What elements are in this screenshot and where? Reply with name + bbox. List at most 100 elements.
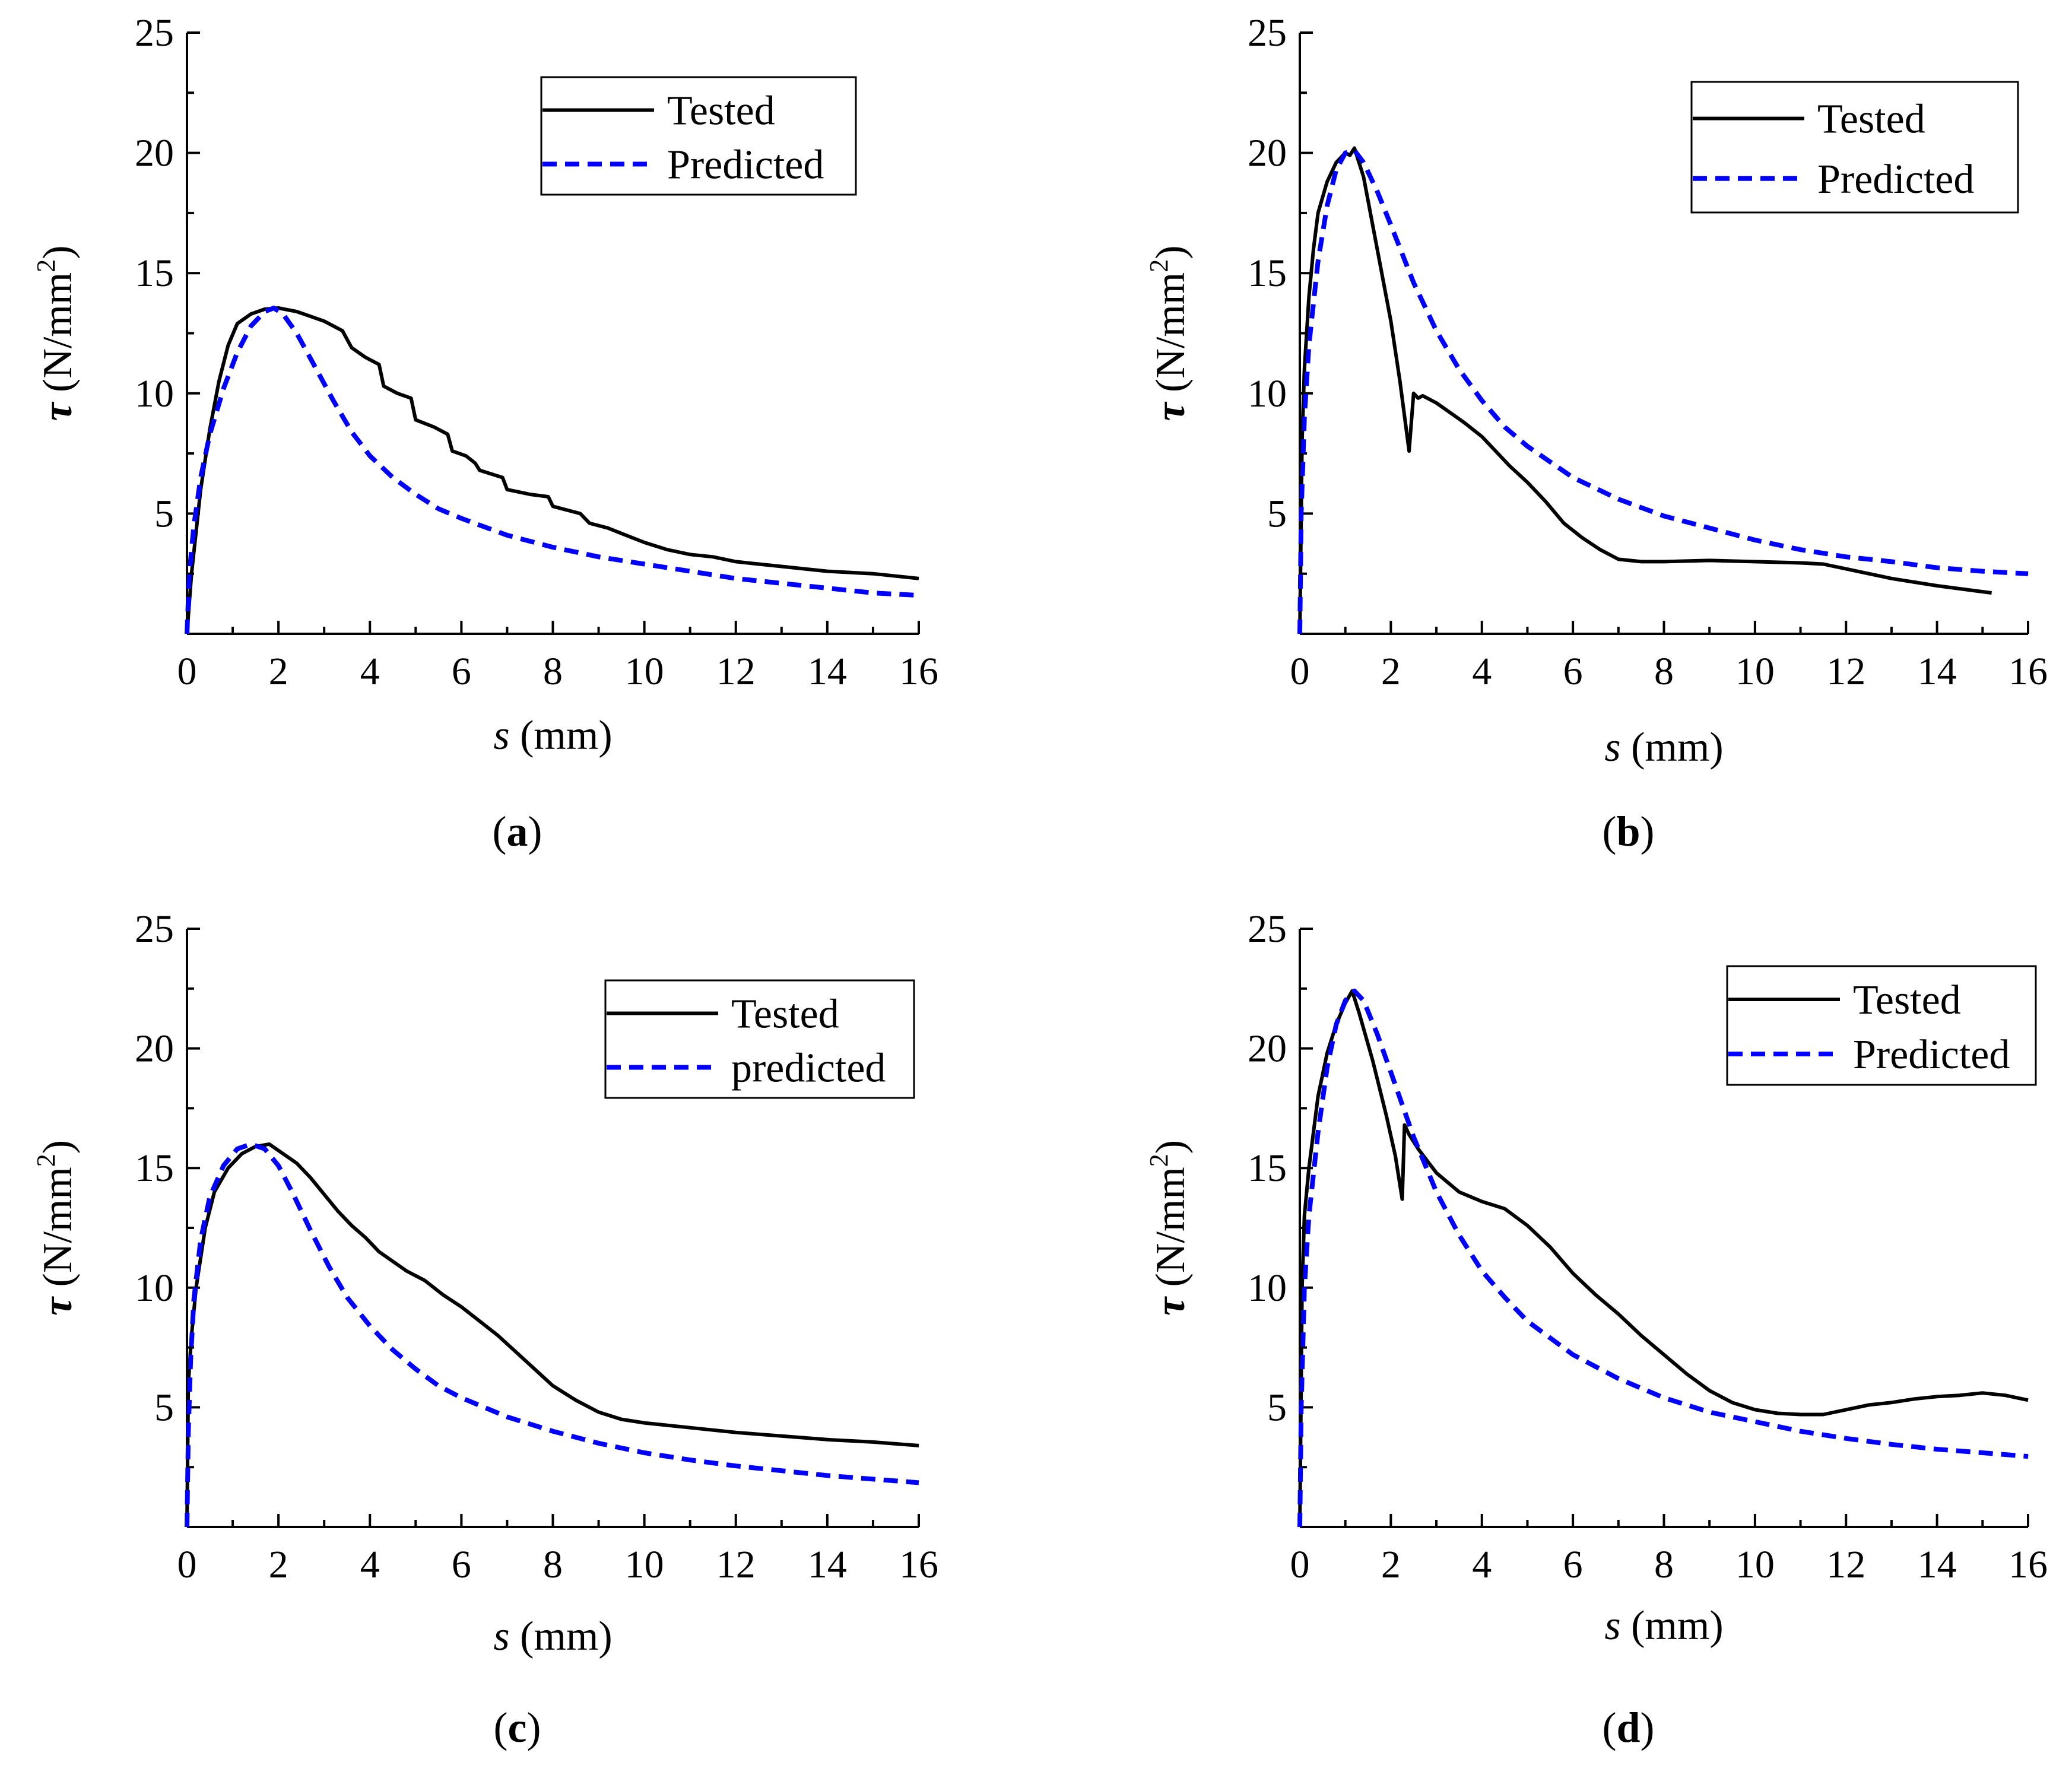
panel-label: (a) (493, 808, 542, 855)
y-axis-unit-close: ) (1148, 1140, 1194, 1154)
legend-box (540, 76, 857, 196)
y-axis-space (1148, 392, 1194, 403)
y-tick-label: 20 (135, 132, 174, 175)
x-tick-label: 10 (1735, 1543, 1775, 1586)
chart-panel-c: 0 2 4 6 8 10 12 14 16 5 10 15 20 25 Tested predicted s (… (31, 907, 938, 1751)
y-axis-unit-sup: 2 (1144, 259, 1173, 272)
y-axis-symbol: τ (1148, 402, 1194, 421)
x-tick-label: 8 (1654, 1543, 1674, 1586)
x-axis-label: s (mm) (493, 713, 612, 758)
y-axis-unit-sup: 2 (1144, 1154, 1173, 1167)
x-axis-symbol: s (1604, 725, 1620, 770)
x-tick-label: 2 (1381, 650, 1401, 693)
x-tick-label: 12 (1826, 1543, 1865, 1586)
chart-panel-a: 0 2 4 6 8 10 12 14 16 5 10 15 20 25 Tested Predicted s (… (31, 11, 938, 855)
x-tick-label: 14 (1918, 1543, 1957, 1586)
y-axis-label: τ (N/mm2) (31, 245, 81, 421)
series-line-tested (185, 1142, 919, 1528)
x-axis-unit: (mm) (1631, 1603, 1724, 1649)
panel-label-open: ( (1602, 1704, 1616, 1751)
x-tick-label: 16 (2008, 1543, 2048, 1586)
x-tick-label: 2 (269, 1543, 288, 1586)
y-tick-label: 15 (1248, 1147, 1287, 1190)
legend-label-predicted: predicted (731, 1046, 886, 1091)
x-tick-label: 10 (625, 650, 664, 693)
x-tick-label: 14 (1918, 650, 1957, 693)
y-tick-label: 20 (135, 1027, 174, 1071)
x-tick-label: 0 (177, 1543, 197, 1586)
x-tick-label: 2 (1381, 1543, 1401, 1586)
y-axis-unit-close: ) (35, 245, 81, 259)
y-axis-unit: (N/mm (1148, 272, 1194, 392)
y-tick-label: 25 (1248, 11, 1287, 55)
panel-label-close: ) (1641, 808, 1655, 855)
legend: Tested Predicted (1726, 965, 2037, 1086)
y-tick-label: 5 (154, 1386, 174, 1429)
y-axis-label: τ (N/mm2) (31, 1140, 81, 1316)
x-axis-label: s (mm) (1604, 725, 1723, 770)
legend-box (604, 979, 915, 1099)
y-tick-label: 25 (135, 907, 174, 951)
panel-label: (b) (1602, 808, 1654, 855)
y-axis-unit-close: ) (35, 1140, 81, 1154)
x-tick-label: 0 (1290, 1543, 1310, 1586)
panel-label-open: ( (493, 808, 507, 855)
y-tick-label: 25 (1248, 907, 1287, 951)
chart-panel-d: 0 2 4 6 8 10 12 14 16 5 10 15 20 25 Tested Predicted s (… (1144, 907, 2048, 1751)
panel-label-letter: b (1616, 808, 1640, 855)
y-axis-label: τ (N/mm2) (1144, 245, 1194, 421)
x-tick-label: 4 (1472, 1543, 1492, 1586)
panel-label-letter: c (508, 1704, 527, 1751)
series-line-predicted (1297, 148, 2029, 634)
x-tick-label: 4 (360, 1543, 380, 1586)
legend-label-predicted: Predicted (1817, 157, 1974, 202)
legend-label-predicted: Predicted (667, 142, 824, 188)
x-axis-symbol: s (493, 1614, 509, 1659)
y-axis-space (35, 392, 81, 403)
y-axis-unit: (N/mm (35, 272, 81, 392)
x-tick-label: 16 (2008, 650, 2048, 693)
y-tick-label: 25 (135, 11, 174, 55)
y-tick-label: 10 (1248, 1266, 1287, 1310)
legend: Tested Predicted (1690, 81, 2019, 214)
series-line-tested (185, 306, 919, 634)
x-tick-label: 4 (360, 650, 380, 693)
x-tick-label: 0 (177, 650, 197, 693)
x-tick-label: 10 (1735, 650, 1775, 693)
x-tick-label: 6 (452, 1543, 471, 1586)
x-axis-space (510, 1614, 521, 1659)
x-tick-label: 8 (543, 650, 563, 693)
series-line-predicted (185, 1141, 919, 1528)
y-axis-unit-sup: 2 (31, 1154, 61, 1167)
x-tick-label: 2 (269, 650, 288, 693)
legend-box (1726, 965, 2037, 1086)
panel-label-open: ( (1602, 808, 1616, 855)
legend-label-tested: Tested (731, 991, 839, 1037)
y-tick-label: 20 (1248, 132, 1287, 175)
legend-label-tested: Tested (667, 88, 775, 134)
y-axis-symbol: τ (35, 1296, 81, 1316)
y-axis-unit-close: ) (1148, 245, 1194, 259)
x-axis-unit: (mm) (520, 1614, 613, 1659)
y-tick-label: 10 (135, 372, 174, 415)
y-tick-label: 10 (1248, 372, 1287, 415)
x-axis-space (510, 713, 521, 758)
x-tick-label: 6 (1563, 650, 1583, 693)
x-axis-space (1621, 725, 1632, 770)
legend-label-predicted: Predicted (1853, 1032, 2010, 1078)
y-axis-symbol: τ (1148, 1296, 1194, 1316)
panel-label-open: ( (494, 1704, 508, 1751)
panel-label-close: ) (526, 1704, 541, 1751)
x-tick-label: 14 (808, 1543, 847, 1586)
legend-label-tested: Tested (1853, 977, 1961, 1023)
x-tick-label: 4 (1472, 650, 1492, 693)
x-tick-label: 6 (1563, 1543, 1583, 1586)
chart-panel-b: 0 2 4 6 8 10 12 14 16 5 10 15 20 25 Tested Predicted s (… (1144, 11, 2048, 855)
panel-label-close: ) (1641, 1704, 1655, 1751)
y-tick-label: 5 (1267, 1386, 1287, 1429)
legend: Tested predicted (604, 979, 915, 1099)
series-line-predicted (185, 306, 919, 634)
x-axis-space (1621, 1603, 1632, 1649)
x-tick-label: 8 (543, 1543, 563, 1586)
